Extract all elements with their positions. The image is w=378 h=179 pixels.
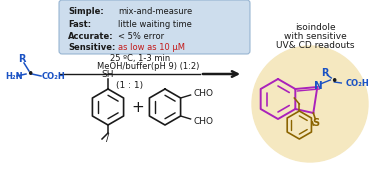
Text: CHO: CHO (194, 88, 214, 98)
Text: +: + (132, 100, 144, 115)
Text: CO₂H: CO₂H (42, 71, 66, 81)
Text: 25 ºC, 1-3 min: 25 ºC, 1-3 min (110, 54, 170, 62)
Text: Accurate:: Accurate: (68, 32, 114, 40)
Text: •: • (26, 67, 34, 81)
Text: S: S (312, 118, 319, 128)
Text: SH: SH (102, 69, 114, 79)
FancyBboxPatch shape (59, 0, 250, 54)
Text: Simple:: Simple: (68, 6, 104, 16)
Text: isoindole: isoindole (295, 23, 335, 32)
Text: Fast:: Fast: (68, 20, 91, 28)
Text: •: • (330, 74, 337, 88)
Text: CHO: CHO (194, 117, 214, 125)
Text: /: / (106, 133, 110, 143)
Text: MeOH/buffer(pH 9) (1:2): MeOH/buffer(pH 9) (1:2) (97, 62, 199, 71)
Circle shape (252, 46, 368, 162)
Text: little waiting time: little waiting time (118, 20, 192, 28)
Text: CO₂H: CO₂H (345, 79, 369, 88)
Text: as low as 10 μM: as low as 10 μM (118, 42, 185, 52)
Text: R: R (18, 54, 26, 64)
Text: (1 : 1): (1 : 1) (116, 81, 144, 90)
Text: mix-and-measure: mix-and-measure (118, 6, 192, 16)
Text: < 5% error: < 5% error (118, 32, 164, 40)
Text: Sensitive:: Sensitive: (68, 42, 115, 52)
Text: N: N (314, 81, 323, 91)
Text: R: R (322, 68, 329, 78)
Text: UV& CD readouts: UV& CD readouts (276, 40, 354, 50)
Text: with sensitive: with sensitive (284, 32, 346, 40)
Text: H₂N: H₂N (5, 71, 23, 81)
